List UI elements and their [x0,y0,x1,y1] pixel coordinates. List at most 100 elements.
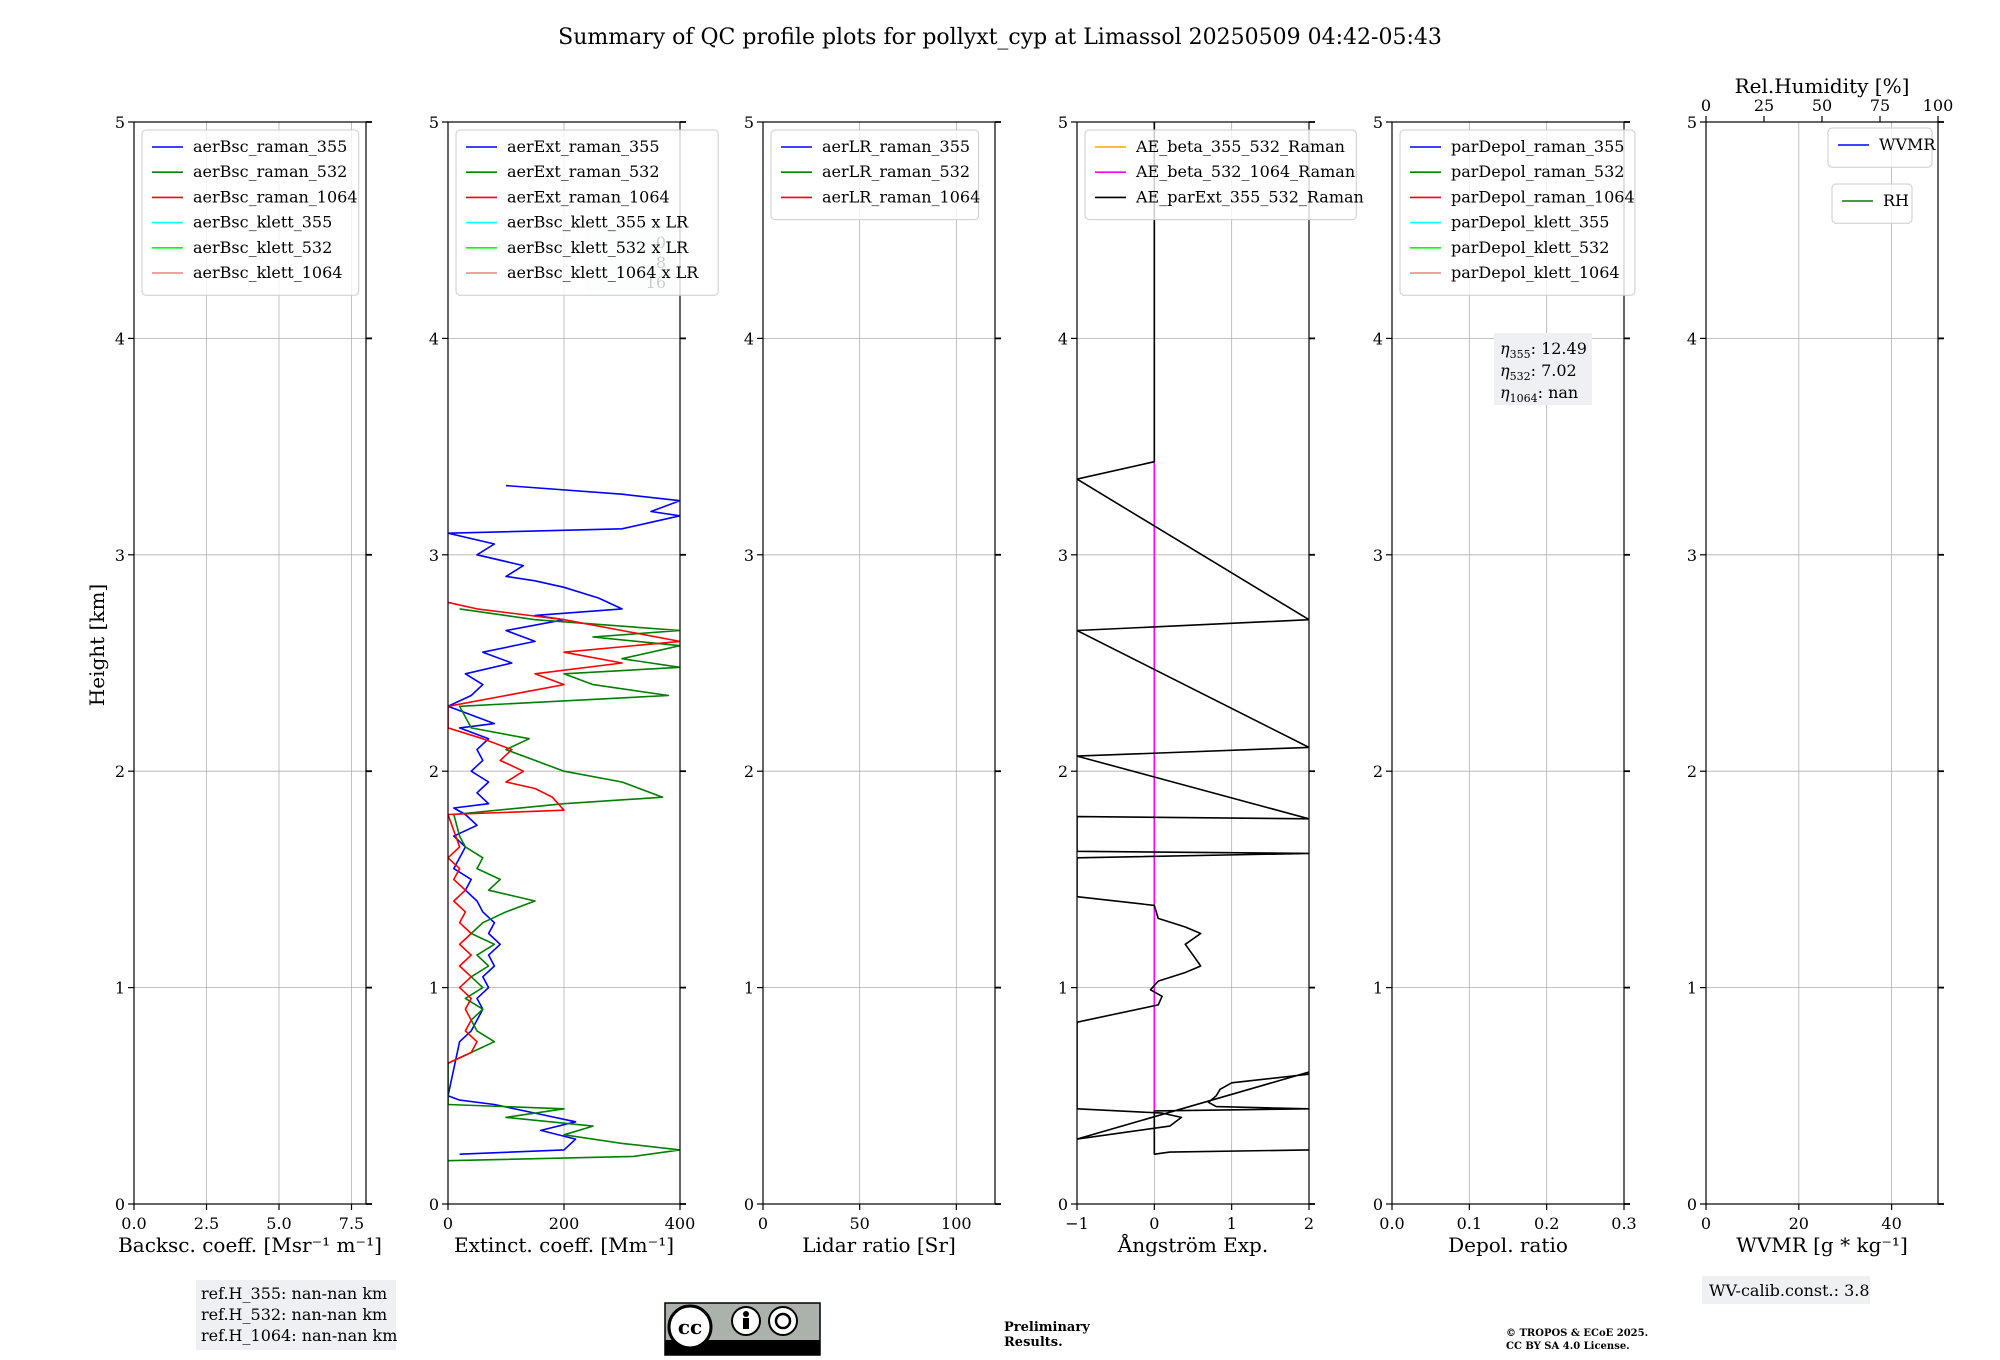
ytick-label-depol-5: 5 [1373,113,1383,132]
legend-bsc-label-3: aerBsc_klett_355 [193,213,332,232]
legend-depol-label-5: parDepol_klett_1064 [1451,263,1620,282]
preliminary-text-0: Preliminary [1004,1320,1090,1335]
axes-frame-ae [1076,121,1310,1205]
xtick-label-depol-2: 0.2 [1534,1214,1559,1233]
eta-box [1494,333,1592,405]
axes-frame-depol [1391,121,1625,1205]
ytick-label-ae-2: 2 [1058,762,1068,781]
badge-sa-text: SA [775,1342,792,1355]
legend-ext-label-4: aerBsc_klett_532 x LR [507,238,689,257]
legend-bsc-label-5: aerBsc_klett_1064 [193,263,342,282]
ytick-label-wv-4: 4 [1687,329,1697,348]
ytick-label-depol-2: 2 [1373,762,1383,781]
xtick-label-lr-0: 0 [758,1214,768,1233]
cc-logo-text: cc [678,1315,702,1339]
legend-lr-box [770,129,980,221]
xtick-label-depol-3: 0.3 [1611,1214,1636,1233]
refh-text-2: ref.H_1064: nan-nan km [201,1326,397,1345]
top-x-axis-label-wv: Rel.Humidity [%] [1735,74,1910,98]
legend-lr-label-1: aerLR_raman_532 [822,162,970,181]
eta-text-0: η355: 12.49 [1500,339,1587,361]
eta-symbol-2: η [1500,383,1510,402]
ytick-label-lr-4: 4 [744,329,754,348]
legend-depol-label-3: parDepol_klett_355 [1451,213,1609,232]
ytick-label-lr-5: 5 [744,113,754,132]
legend-bsc-box [141,129,360,296]
legend-ae-label-0: AE_beta_355_532_Raman [1135,137,1345,156]
ytick-label-depol-1: 1 [1373,979,1383,998]
refh-text-0: ref.H_355: nan-nan km [201,1284,387,1303]
series-line-ae-1 [1077,122,1309,1155]
legend-depol-label-1: parDepol_raman_532 [1451,162,1624,181]
legend2-wv-box [1831,183,1913,224]
ytick-label-wv-3: 3 [1687,546,1697,565]
ytick-label-ext-4: 4 [429,329,439,348]
legend-bsc-label-0: aerBsc_raman_355 [193,137,347,156]
ytick-label-depol-4: 4 [1373,329,1383,348]
ytick-label-bsc-2: 2 [115,762,125,781]
figure-title: Summary of QC profile plots for pollyxt_… [558,25,1442,50]
eta-sub-2: 1064 [1510,392,1538,405]
ytick-label-ext-3: 3 [429,546,439,565]
legend-ext-box [455,129,719,296]
xtick-label-depol-0: 0.0 [1379,1214,1404,1233]
xtick-label-ae-2: 1 [1227,1214,1237,1233]
axes-frame-lr [762,121,996,1205]
eta-symbol-1: η [1500,361,1510,380]
legend-depol-label-4: parDepol_klett_532 [1451,238,1609,257]
sa-share-icon [768,1306,798,1336]
ytick-label-bsc-4: 4 [115,329,125,348]
figure-annotations: ref.H_355: nan-nan km ref.H_532: nan-nan … [196,1276,1870,1356]
legend-ae-box [1084,129,1357,221]
legend-depol-box [1399,129,1636,296]
ytick-label-lr-0: 0 [744,1195,754,1214]
ytick-label-bsc-0: 0 [115,1195,125,1214]
legend-lr-label-2: aerLR_raman_1064 [822,187,980,206]
ytick-label-wv-2: 2 [1687,762,1697,781]
eta-value-2: : nan [1538,383,1579,402]
eta-sub-1: 532 [1510,370,1531,383]
eta-sub-0: 355 [1510,348,1531,361]
x-axis-label-ae: Ångström Exp. [1117,1232,1268,1257]
legend-depol-label-2: parDepol_raman_1064 [1451,187,1635,206]
legend-bsc-label-2: aerBsc_raman_1064 [193,187,358,206]
legend-bsc-label-1: aerBsc_raman_532 [193,162,347,181]
ytick-label-ae-4: 4 [1058,329,1068,348]
cc-license-badge: cc BY SA [664,1302,821,1356]
legend-ae-label-1: AE_beta_532_1064_Raman [1135,162,1355,181]
ytick-label-ext-2: 2 [429,762,439,781]
top-xtick-label-wv-3: 75 [1870,96,1890,115]
series-line-ext-0 [448,484,680,1155]
by-person-head [743,1311,749,1317]
series-group-ext [448,484,680,1162]
legend-ext-label-1: aerExt_raman_532 [507,162,660,181]
x-axis-label-bsc: Backsc. coeff. [Msr⁻¹ m⁻¹] [118,1233,382,1257]
y-axis-label: Height [km] [85,584,109,706]
xtick-label-ext-2: 400 [665,1214,696,1233]
top-xtick-label-wv-4: 100 [1923,96,1954,115]
x-axis-label-wv: WVMR [g * kg⁻¹] [1736,1233,1908,1257]
top-xtick-label-wv-1: 25 [1754,96,1774,115]
ytick-label-lr-2: 2 [744,762,754,781]
xtick-label-wv-1: 20 [1789,1214,1809,1233]
legend-ext-label-3: aerBsc_klett_355 x LR [507,213,689,232]
xtick-label-ae-3: 2 [1304,1214,1314,1233]
cc-logo-circle [667,1304,713,1350]
xtick-label-bsc-0: 0.0 [121,1214,146,1233]
series-line-ext-2 [448,601,680,1065]
legend-lr-label-0: aerLR_raman_355 [822,137,970,156]
ytick-label-ae-1: 1 [1058,979,1068,998]
legend2-wv-label-0: RH [1883,191,1909,210]
legend-ae-label-2: AE_parExt_355_532_Raman [1135,187,1364,206]
copyright-text-0: © TROPOS & ECoE 2025. [1506,1328,1648,1339]
series-line-ext-1 [448,608,680,1162]
by-person-body [743,1318,749,1329]
eta-value-0: : 12.49 [1531,339,1587,358]
xtick-label-wv-2: 40 [1881,1214,1901,1233]
wv-calib-box [1702,1276,1870,1304]
